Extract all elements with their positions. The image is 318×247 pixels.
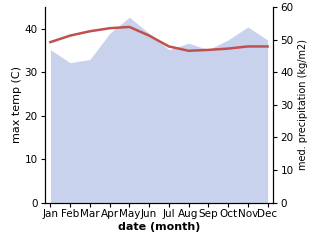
X-axis label: date (month): date (month) bbox=[118, 222, 200, 232]
Y-axis label: max temp (C): max temp (C) bbox=[12, 66, 22, 144]
Y-axis label: med. precipitation (kg/m2): med. precipitation (kg/m2) bbox=[298, 40, 308, 170]
